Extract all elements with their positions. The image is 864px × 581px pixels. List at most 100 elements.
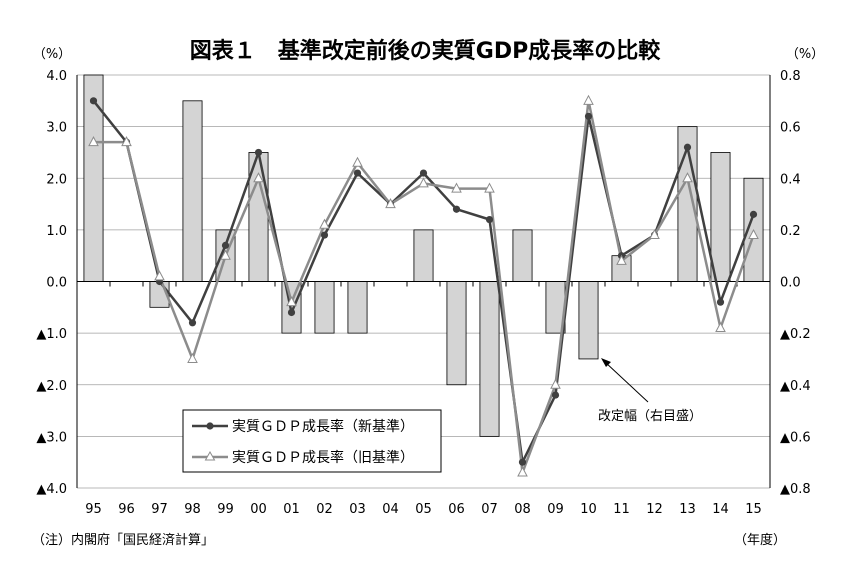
data-point-old (682, 172, 693, 183)
left-tick-label: ▲4.0 (36, 482, 67, 497)
data-point-old (649, 228, 660, 240)
left-tick-label: ▲1.0 (36, 327, 67, 342)
data-point-old (187, 352, 198, 363)
x-tick-label: 14 (712, 502, 729, 517)
revision-bar (83, 74, 104, 282)
data-point-old (418, 177, 429, 188)
data-point-old (517, 466, 528, 477)
right-tick-label: ▲0.6 (780, 430, 811, 445)
right-tick-label: ▲0.8 (780, 482, 811, 497)
right-axis-unit: （%） (786, 47, 824, 62)
x-tick-label: 01 (283, 502, 300, 517)
data-point-new (287, 308, 296, 317)
data-point-new (683, 143, 692, 151)
tick-labels: 4.0 3.0 2.0 1.0 0.0 ▲1.0 ▲2.0 ▲3.0 ▲4.0 0.8 0.6 0.4… (36, 69, 810, 517)
x-tick-label: 13 (679, 502, 696, 517)
data-point-old (385, 197, 396, 209)
left-tick-label: 4.0 (46, 69, 67, 84)
x-tick-label: 07 (481, 502, 498, 517)
x-tick-label: 10 (580, 502, 597, 517)
data-point-new (254, 148, 263, 157)
x-tick-label: 15 (745, 502, 762, 517)
data-point-old (352, 156, 363, 167)
right-tick-label: 0.0 (780, 276, 801, 291)
data-point-old (715, 321, 726, 332)
left-tick-label: ▲2.0 (36, 379, 67, 394)
data-point-old (583, 94, 594, 105)
data-point-new (419, 169, 428, 177)
data-point-new (551, 391, 560, 399)
revision-bar (512, 229, 533, 282)
annotation-arrow-head (601, 358, 611, 367)
left-tick-label: 1.0 (46, 224, 67, 239)
legend-new-label: 実質ＧＤＰ成長率（新基準） (232, 418, 414, 435)
right-tick-label: ▲0.2 (780, 327, 811, 342)
left-tick-label: 3.0 (46, 121, 67, 136)
data-point-old (550, 378, 561, 389)
left-tick-label: 0.0 (46, 276, 67, 291)
data-point-new (320, 231, 329, 239)
revision-bar (446, 281, 467, 386)
legend-new-marker (206, 422, 214, 430)
revision-bar (413, 229, 434, 282)
x-tick-label: 00 (250, 502, 267, 517)
data-point-old (484, 182, 495, 193)
data-point-new (749, 210, 758, 218)
revision-bar (347, 281, 368, 334)
legend-old-marker (204, 450, 216, 461)
annotation-label: 改定幅（右目盛） (598, 409, 702, 424)
x-tick-label: 02 (316, 502, 333, 517)
right-tick-label: 0.4 (780, 172, 801, 187)
data-point-new (89, 97, 98, 105)
data-point-old (319, 218, 330, 229)
revision-bar (479, 281, 500, 437)
x-tick-label: 04 (382, 502, 399, 517)
data-point-new (188, 319, 197, 327)
left-axis-unit: （%） (33, 47, 71, 62)
revision-bar (182, 100, 203, 282)
data-point-new (584, 112, 593, 120)
revision-bar (578, 281, 599, 360)
x-tick-label: 99 (217, 502, 234, 517)
revision-bar (314, 281, 335, 334)
data-point-new (353, 169, 362, 177)
x-tick-label: 08 (514, 502, 531, 517)
x-tick-label: 11 (613, 502, 630, 517)
legend-box (182, 409, 442, 473)
data-point-new (221, 241, 230, 249)
x-axis-unit: （年度） (734, 532, 786, 548)
data-point-new (452, 205, 461, 213)
right-tick-label: 0.2 (780, 224, 801, 239)
chart-title: 図表１ 基準改定前後の実質GDP成長率の比較 (190, 38, 661, 64)
axes (76, 75, 771, 488)
data-point-old (220, 249, 231, 260)
data-point-new (485, 215, 494, 224)
x-tick-label: 98 (184, 502, 201, 517)
right-tick-label: 0.6 (780, 121, 801, 136)
data-point-old (154, 270, 165, 281)
data-point-old (616, 254, 627, 265)
x-tick-label: 09 (547, 502, 564, 517)
source-note: （注）内閣府「国民経済計算」 (32, 532, 214, 548)
revision-bar (710, 152, 731, 282)
annotation-arrow-line (604, 361, 649, 403)
left-tick-label: ▲3.0 (36, 430, 67, 445)
x-tick-label: 12 (646, 502, 663, 517)
data-point-new (518, 458, 527, 466)
data-point-old (451, 182, 462, 193)
x-tick-label: 95 (85, 502, 102, 517)
data-point-old (121, 136, 132, 147)
x-tick-label: 96 (118, 502, 135, 517)
left-tick-label: 2.0 (46, 172, 67, 187)
data-point-old (286, 296, 297, 307)
gdp-lines (88, 94, 759, 477)
data-point-old (88, 136, 99, 147)
legend-old-label: 実質ＧＤＰ成長率（旧基準） (232, 449, 414, 466)
revision-bars (83, 74, 764, 437)
right-tick-label: ▲0.4 (780, 379, 811, 394)
x-tick-label: 97 (151, 502, 168, 517)
data-point-new (716, 298, 725, 306)
x-tick-label: 03 (349, 502, 366, 517)
x-tick-label: 06 (448, 502, 465, 517)
